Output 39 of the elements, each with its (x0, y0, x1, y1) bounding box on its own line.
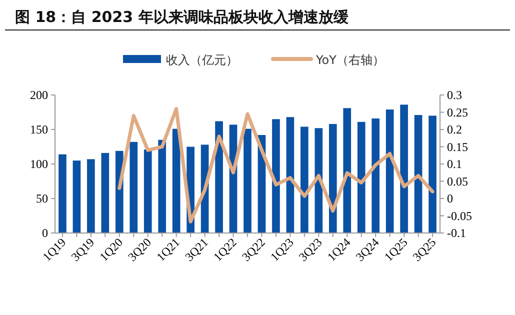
legend-label: YoY（右轴） (315, 53, 384, 67)
chart-title: 图 18：自 2023 年以来调味品板块收入增速放缓 (15, 8, 350, 26)
bar (87, 159, 95, 233)
bar (215, 121, 223, 233)
bar (158, 140, 166, 233)
y2-tick-label: 0 (447, 192, 453, 206)
bar (172, 128, 180, 233)
y2-tick-label: -0.1 (447, 226, 466, 240)
bar (144, 150, 152, 233)
bar (286, 117, 294, 233)
y2-tick-label: 0.25 (447, 105, 468, 120)
y2-tick-label: 0.2 (447, 122, 462, 136)
y-tick-label: 0 (42, 226, 48, 240)
bar (244, 128, 252, 233)
bar (101, 152, 110, 233)
bar (428, 116, 436, 233)
y2-tick-label: -0.05 (447, 208, 472, 223)
y-tick-label: 100 (30, 157, 48, 171)
bar (300, 126, 308, 233)
y2-tick-label: 0.3 (447, 88, 462, 102)
bar (400, 104, 408, 233)
y2-tick-label: 0.15 (447, 140, 468, 154)
bar (328, 124, 337, 233)
y-tick-label: 50 (36, 192, 48, 206)
bar (372, 118, 380, 233)
bar (343, 108, 352, 233)
y2-tick-label: 0.1 (447, 157, 462, 171)
bar (357, 122, 366, 233)
bar (72, 160, 81, 233)
bar (272, 119, 280, 233)
bar (130, 142, 138, 233)
line-series (118, 107, 434, 224)
bar (414, 115, 422, 233)
y-tick-label: 200 (30, 88, 48, 102)
bar (58, 154, 66, 233)
legend-label: 收入（亿元） (166, 53, 238, 67)
y-tick-label: 150 (30, 122, 48, 136)
y2-tick-label: 0.05 (447, 174, 468, 188)
bar (386, 109, 394, 233)
